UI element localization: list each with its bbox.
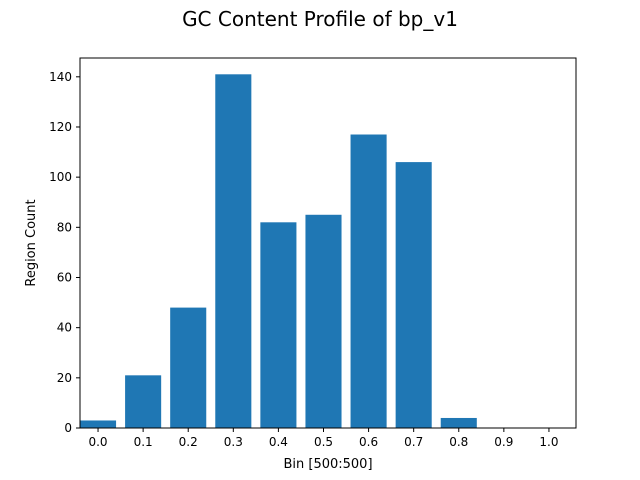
bar-0.4 <box>260 222 297 428</box>
y-axis-ticks: 0 20 40 60 80 100 120 140 <box>49 70 80 435</box>
y-tick-label: 40 <box>57 321 72 335</box>
chart-title: GC Content Profile of bp_v1 <box>182 7 458 31</box>
bar-0.6 <box>350 134 387 428</box>
bar-0.1 <box>125 375 162 428</box>
y-tick-label: 60 <box>57 270 72 284</box>
x-axis-label: Bin [500:500] <box>283 457 372 472</box>
x-axis-ticks: 0.0 0.1 0.2 0.3 0.4 0.5 0.6 0.7 0.8 0.9 1.0 <box>88 428 558 449</box>
y-axis-label: Region Count <box>24 199 39 286</box>
bars-group <box>80 74 477 429</box>
y-tick-label: 80 <box>57 220 72 234</box>
y-tick-label: 20 <box>57 371 72 385</box>
bar-0.8 <box>440 417 477 428</box>
x-tick-label: 0.3 <box>224 435 243 449</box>
x-tick-label: 0.1 <box>134 435 153 449</box>
x-tick-label: 0.6 <box>359 435 378 449</box>
y-tick-label: 120 <box>49 120 72 134</box>
x-tick-label: 1.0 <box>539 435 558 449</box>
y-tick-label: 0 <box>64 421 72 435</box>
bar-0.3 <box>215 74 252 428</box>
plot-frame <box>79 57 577 429</box>
y-tick-label: 140 <box>49 70 72 84</box>
x-tick-label: 0.9 <box>494 435 513 449</box>
y-tick-label: 100 <box>49 170 72 184</box>
x-tick-label: 0.0 <box>88 435 107 449</box>
bar-0.7 <box>395 162 432 429</box>
x-tick-label: 0.8 <box>449 435 468 449</box>
bar-0.5 <box>305 214 342 428</box>
bar-0.2 <box>170 307 207 428</box>
x-tick-label: 0.7 <box>404 435 423 449</box>
x-tick-label: 0.5 <box>314 435 333 449</box>
x-tick-label: 0.4 <box>269 435 288 449</box>
bar-0.0 <box>80 420 117 428</box>
x-tick-label: 0.2 <box>179 435 198 449</box>
